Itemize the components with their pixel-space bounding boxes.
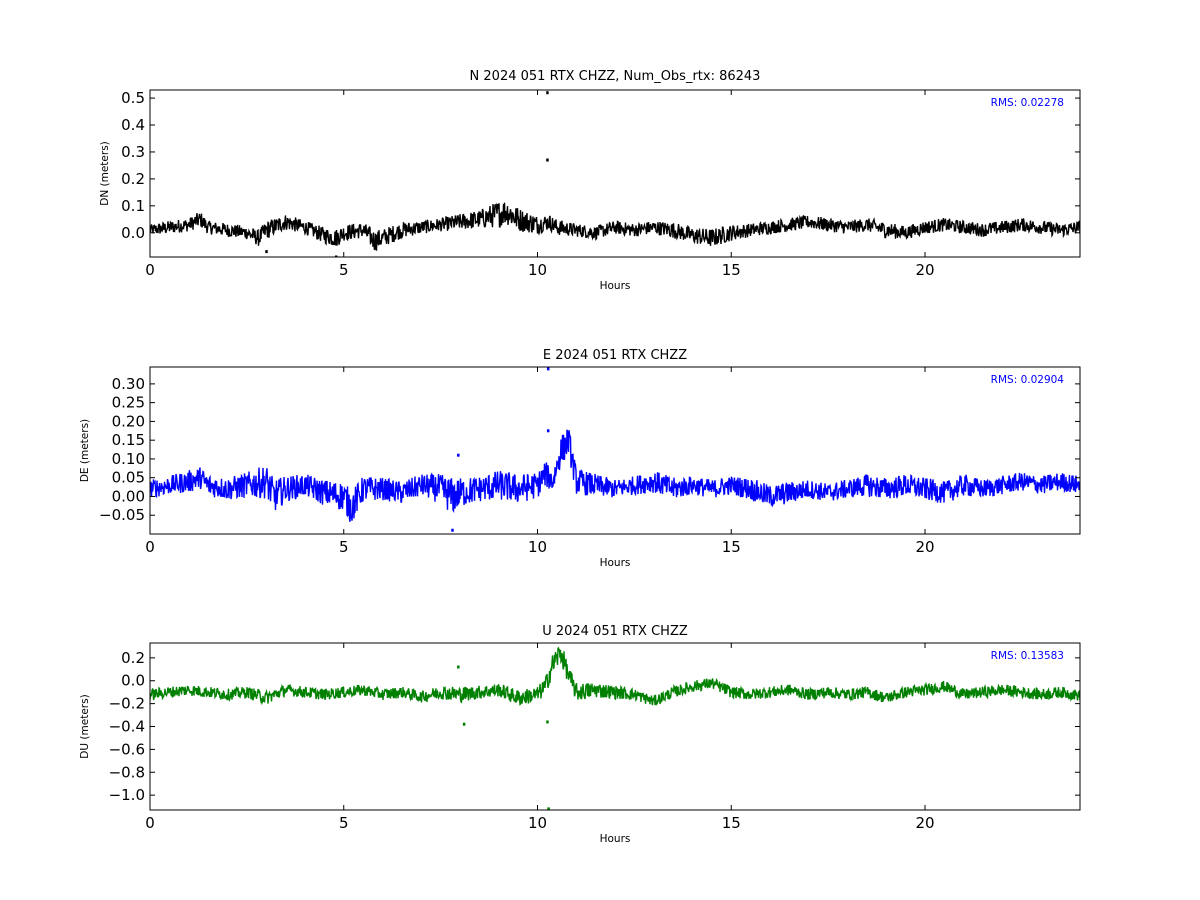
outlier-point-east	[457, 453, 460, 457]
x-tick-label-up: 15	[722, 814, 741, 832]
chart-title-north: N 2024 051 RTX CHZZ, Num_Obs_rtx: 86243	[470, 69, 761, 84]
y-tick-label-east: 0.30	[112, 375, 145, 393]
y-tick-label-north: 0.4	[121, 116, 145, 134]
rms-annotation-north: RMS: 0.02278	[991, 97, 1064, 109]
outlier-point-up	[547, 807, 550, 810]
chart-title-east: E 2024 051 RTX CHZZ	[543, 348, 687, 363]
y-tick-label-up: 0.0	[121, 672, 145, 690]
y-tick-label-north: 0.0	[121, 224, 145, 242]
plot-area-up	[149, 642, 1081, 811]
outlier-point-north	[546, 91, 549, 95]
x-tick-label-east: 0	[145, 538, 155, 556]
y-tick-label-east: 0.05	[112, 469, 145, 487]
plot-area-north	[149, 89, 1081, 258]
x-axis-label-north: Hours	[600, 280, 631, 292]
x-tick-label-up: 0	[145, 814, 155, 832]
y-tick-label-up: −0.2	[109, 695, 145, 713]
chart-title-up: U 2024 051 RTX CHZZ	[542, 624, 688, 639]
outlier-point-east	[546, 429, 550, 433]
data-series-north	[150, 202, 1080, 251]
y-tick-label-up: −1.0	[109, 786, 145, 804]
y-tick-label-east: 0.10	[112, 450, 145, 468]
y-tick-label-north: 0.3	[121, 143, 145, 161]
x-tick-label-up: 10	[528, 814, 547, 832]
y-tick-label-north: 0.2	[121, 170, 145, 188]
x-tick-label-north: 10	[528, 261, 547, 279]
outlier-point-north	[335, 255, 338, 257]
outlier-point-north	[265, 250, 268, 254]
outlier-point-east	[546, 367, 550, 371]
x-tick-label-east: 15	[722, 538, 741, 556]
outlier-point-up	[462, 722, 466, 726]
y-tick-label-up: −0.8	[109, 763, 145, 781]
rms-annotation-up: RMS: 0.13583	[991, 650, 1064, 662]
rms-annotation-east: RMS: 0.02904	[991, 374, 1065, 386]
y-tick-label-east: 0.15	[112, 431, 145, 449]
x-tick-label-north: 20	[915, 261, 934, 279]
x-tick-label-east: 10	[528, 538, 547, 556]
x-tick-label-east: 20	[915, 538, 934, 556]
x-tick-label-north: 0	[145, 261, 155, 279]
x-tick-label-north: 5	[339, 261, 349, 279]
x-tick-label-east: 5	[339, 538, 349, 556]
panel-east: E 2024 051 RTX CHZZ 0 5 10 15 20 −0.050.000.05…	[79, 348, 1081, 569]
y-axis-label-east: DE (meters)	[79, 419, 91, 482]
data-series-east	[150, 429, 1080, 522]
y-tick-label-east: 0.25	[112, 394, 145, 412]
x-tick-label-north: 15	[722, 261, 741, 279]
x-axis-label-up: Hours	[600, 833, 631, 845]
y-tick-label-east: 0.20	[112, 412, 145, 430]
plot-area-east	[149, 366, 1081, 535]
outlier-point-north	[546, 158, 549, 162]
outlier-point-up	[457, 665, 460, 669]
outlier-point-east	[451, 528, 454, 532]
y-tick-label-up: 0.2	[121, 649, 145, 667]
y-axis-label-north: DN (meters)	[99, 141, 111, 206]
y-tick-label-north: 0.1	[121, 197, 145, 215]
y-tick-label-east: 0.00	[112, 487, 145, 505]
y-tick-label-up: −0.4	[109, 718, 145, 736]
y-axis-label-up: DU (meters)	[79, 694, 91, 758]
y-tick-label-up: −0.6	[109, 740, 145, 758]
y-tick-label-north: 0.5	[121, 89, 145, 107]
data-series-up	[150, 646, 1080, 706]
x-tick-label-up: 5	[339, 814, 349, 832]
y-tick-label-east: −0.05	[99, 506, 145, 524]
x-tick-label-up: 20	[915, 814, 934, 832]
outlier-point-up	[546, 720, 549, 724]
panel-north: N 2024 051 RTX CHZZ, Num_Obs_rtx: 86243 0…	[99, 69, 1081, 292]
panel-up: U 2024 051 RTX CHZZ 0 5 10 15 20 −1.0 −0.8 −0.6 −…	[79, 624, 1081, 845]
x-axis-label-east: Hours	[600, 557, 631, 569]
